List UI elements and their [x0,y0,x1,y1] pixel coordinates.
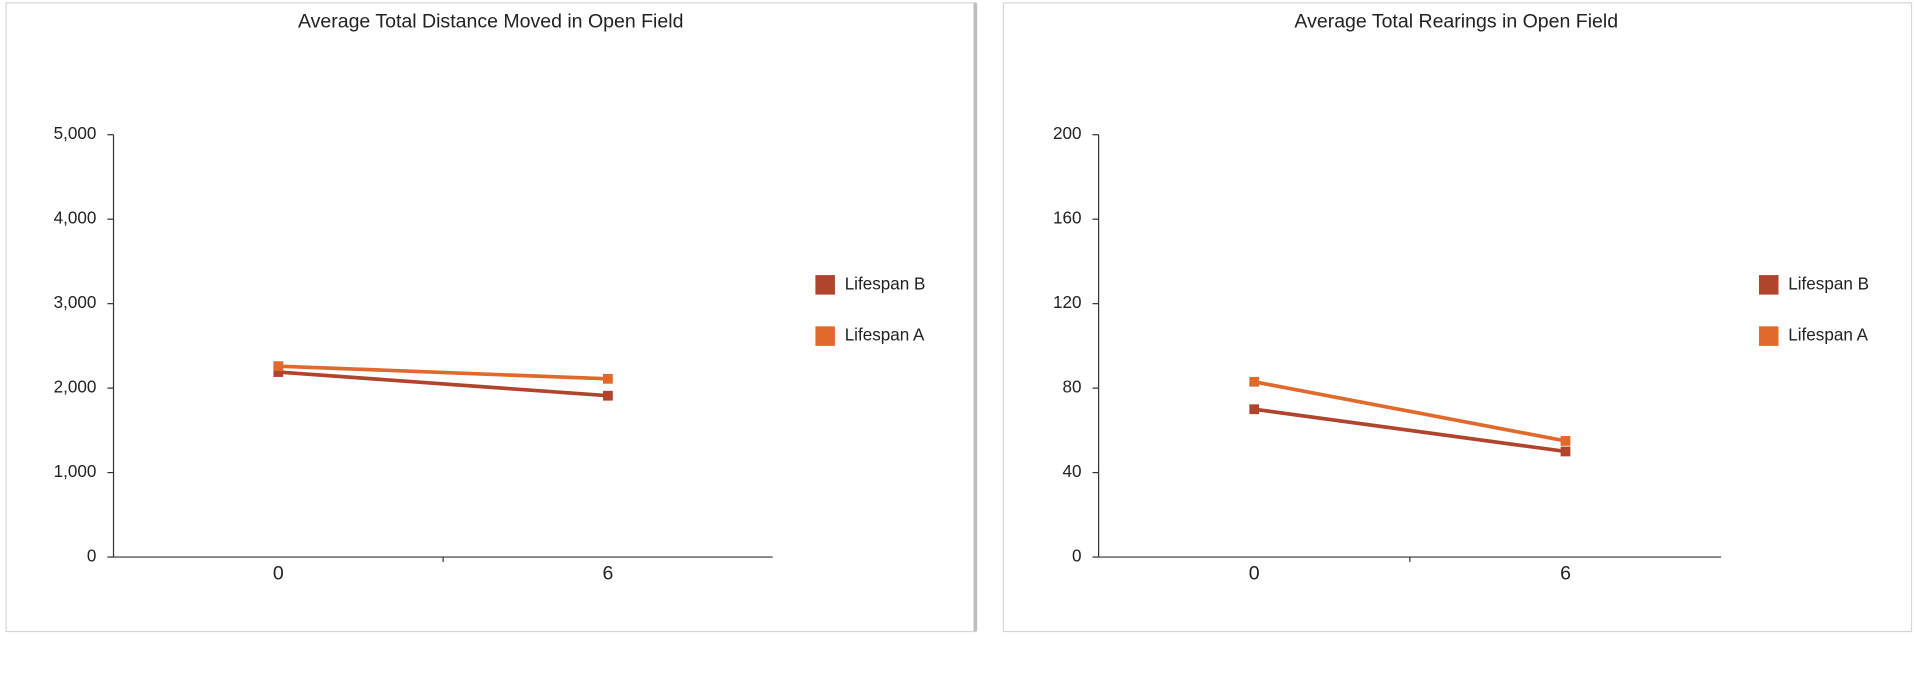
series-line [278,370,609,398]
panel [5,2,976,633]
y-tick-label: 3,000 [54,293,97,312]
point [1560,436,1571,446]
legend-swatch [1758,326,1779,346]
legend-swatch [1758,275,1779,295]
y-tick-label: 40 [1063,462,1082,481]
legend-swatch [815,275,835,295]
y-tick-label: 0 [1072,547,1082,566]
x-tick-label: 0 [1249,562,1260,584]
series-line [278,364,608,381]
legend-label: Lifespan A [845,326,925,345]
series-line [1253,407,1566,454]
chart-title: Average Total Distance Moved in Open Fie… [298,11,683,33]
point [1249,404,1260,415]
y-tick-label: 160 [1053,209,1082,228]
legend-label: Lifespan B [1788,274,1869,293]
y-tick-label: 120 [1053,293,1082,312]
panel [1002,2,1913,633]
y-tick-label: 200 [1053,124,1082,143]
point [1249,376,1260,387]
x-tick-label: 6 [1560,562,1571,584]
chart-title: Average Total Rearings in Open Field [1294,11,1618,33]
legend-swatch [815,326,835,346]
y-tick-label: 0 [87,547,97,566]
y-tick-label: 5,000 [54,124,97,143]
y-tick-label: 1,000 [54,462,97,481]
point [603,373,613,384]
point [1560,446,1571,457]
point [273,361,284,372]
series-line [1253,379,1566,443]
y-tick-label: 2,000 [54,378,97,397]
x-tick-label: 0 [273,562,284,584]
legend-label: Lifespan B [845,274,926,293]
x-tick-label: 6 [602,562,613,584]
y-tick-label: 80 [1063,378,1082,397]
y-tick-label: 4,000 [54,209,97,228]
point [273,367,284,377]
point [603,390,613,401]
legend-label: Lifespan A [1788,326,1868,345]
